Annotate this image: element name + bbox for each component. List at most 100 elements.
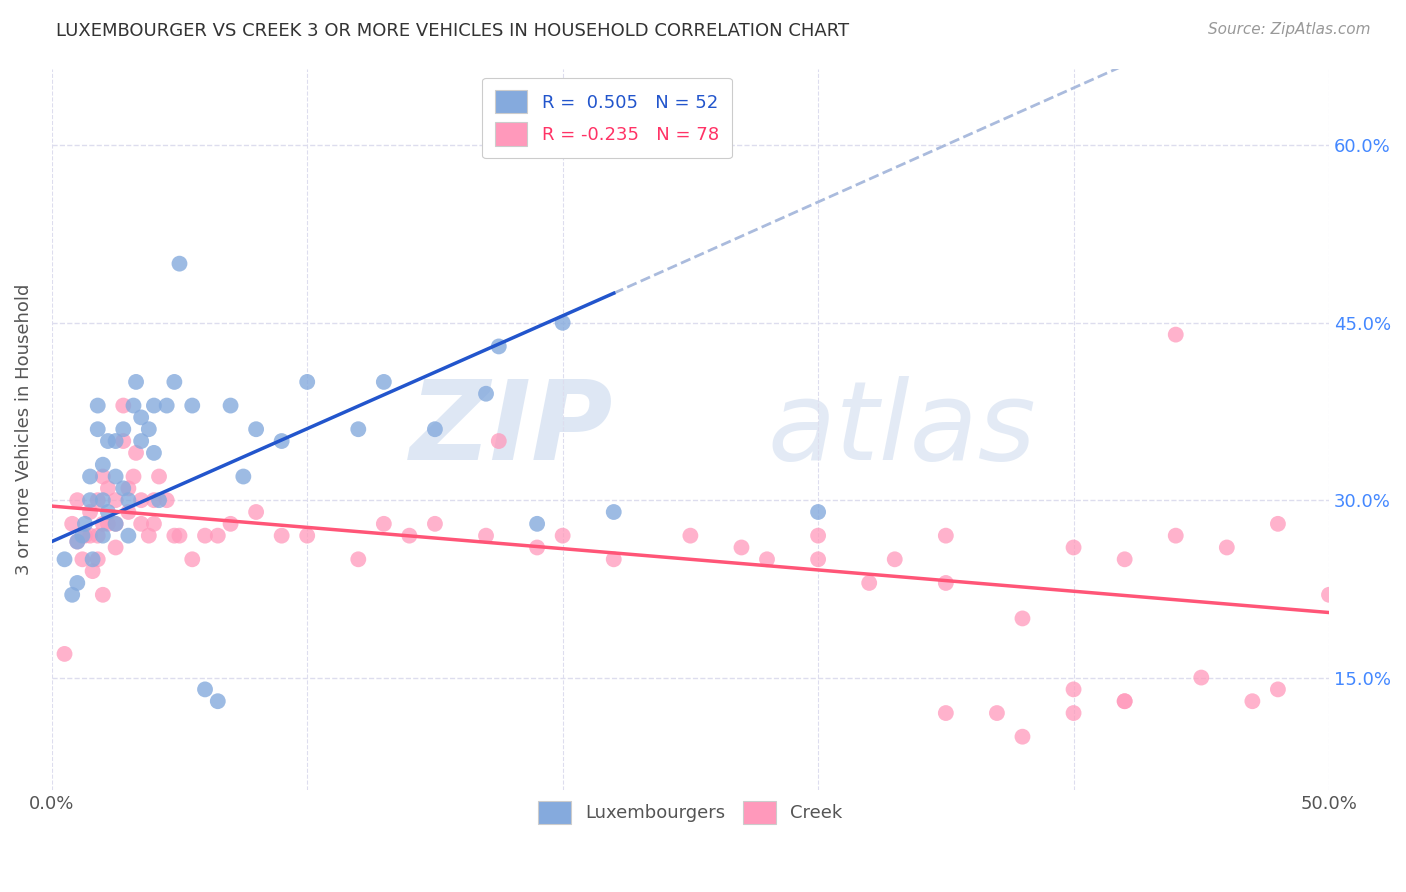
Point bbox=[72, 529, 94, 543]
Point bbox=[423, 422, 446, 436]
Point bbox=[1063, 706, 1085, 720]
Point bbox=[104, 434, 127, 448]
Point bbox=[163, 529, 186, 543]
Point bbox=[97, 516, 120, 531]
Point bbox=[112, 434, 135, 448]
Point bbox=[603, 505, 626, 519]
Point bbox=[245, 505, 267, 519]
Point bbox=[347, 552, 370, 566]
Point bbox=[1216, 541, 1239, 555]
Point bbox=[73, 529, 96, 543]
Point bbox=[66, 493, 89, 508]
Point bbox=[91, 529, 114, 543]
Point bbox=[73, 516, 96, 531]
Point bbox=[295, 529, 318, 543]
Point bbox=[232, 469, 254, 483]
Point bbox=[935, 706, 957, 720]
Point bbox=[148, 469, 170, 483]
Text: ZIP: ZIP bbox=[411, 376, 614, 483]
Point bbox=[488, 434, 510, 448]
Point bbox=[72, 552, 94, 566]
Point bbox=[125, 446, 148, 460]
Point bbox=[117, 505, 139, 519]
Point bbox=[91, 516, 114, 531]
Point bbox=[104, 493, 127, 508]
Point bbox=[142, 516, 165, 531]
Point bbox=[1241, 694, 1264, 708]
Point bbox=[1317, 588, 1340, 602]
Point bbox=[1114, 552, 1136, 566]
Point bbox=[79, 469, 101, 483]
Point bbox=[730, 541, 752, 555]
Point bbox=[97, 481, 120, 495]
Legend: Luxembourgers, Creek: Luxembourgers, Creek bbox=[527, 790, 853, 835]
Point bbox=[87, 422, 110, 436]
Point bbox=[66, 534, 89, 549]
Point bbox=[87, 529, 110, 543]
Point bbox=[270, 434, 292, 448]
Point bbox=[112, 422, 135, 436]
Point bbox=[270, 529, 292, 543]
Point bbox=[398, 529, 420, 543]
Text: LUXEMBOURGER VS CREEK 3 OR MORE VEHICLES IN HOUSEHOLD CORRELATION CHART: LUXEMBOURGER VS CREEK 3 OR MORE VEHICLES… bbox=[56, 22, 849, 40]
Point bbox=[163, 375, 186, 389]
Point bbox=[60, 516, 83, 531]
Point bbox=[475, 529, 498, 543]
Point bbox=[142, 446, 165, 460]
Point bbox=[138, 529, 160, 543]
Point bbox=[122, 399, 145, 413]
Point bbox=[551, 316, 574, 330]
Point bbox=[858, 576, 880, 591]
Point bbox=[129, 434, 152, 448]
Point bbox=[526, 541, 548, 555]
Point bbox=[66, 534, 89, 549]
Point bbox=[142, 493, 165, 508]
Point bbox=[679, 529, 702, 543]
Point bbox=[60, 588, 83, 602]
Point bbox=[181, 399, 204, 413]
Point bbox=[1267, 516, 1289, 531]
Point bbox=[245, 422, 267, 436]
Point bbox=[169, 257, 191, 271]
Point bbox=[551, 529, 574, 543]
Point bbox=[82, 564, 104, 578]
Point bbox=[104, 541, 127, 555]
Point bbox=[1189, 671, 1212, 685]
Point bbox=[488, 339, 510, 353]
Point bbox=[156, 493, 179, 508]
Point bbox=[79, 493, 101, 508]
Point bbox=[219, 516, 242, 531]
Point bbox=[87, 552, 110, 566]
Point bbox=[97, 505, 120, 519]
Point bbox=[82, 552, 104, 566]
Point bbox=[1164, 327, 1187, 342]
Y-axis label: 3 or more Vehicles in Household: 3 or more Vehicles in Household bbox=[15, 284, 32, 575]
Point bbox=[1063, 682, 1085, 697]
Point bbox=[129, 493, 152, 508]
Point bbox=[423, 516, 446, 531]
Point bbox=[104, 516, 127, 531]
Point bbox=[117, 481, 139, 495]
Point bbox=[91, 588, 114, 602]
Point bbox=[1063, 541, 1085, 555]
Point bbox=[87, 493, 110, 508]
Point bbox=[122, 469, 145, 483]
Point bbox=[97, 434, 120, 448]
Point bbox=[194, 682, 217, 697]
Point bbox=[756, 552, 779, 566]
Point bbox=[347, 422, 370, 436]
Point bbox=[156, 399, 179, 413]
Point bbox=[129, 516, 152, 531]
Point bbox=[125, 375, 148, 389]
Point bbox=[117, 529, 139, 543]
Point bbox=[807, 529, 830, 543]
Text: Source: ZipAtlas.com: Source: ZipAtlas.com bbox=[1208, 22, 1371, 37]
Point bbox=[138, 422, 160, 436]
Point bbox=[1267, 682, 1289, 697]
Point bbox=[373, 516, 395, 531]
Point bbox=[142, 399, 165, 413]
Point bbox=[207, 694, 229, 708]
Point bbox=[117, 493, 139, 508]
Point bbox=[104, 469, 127, 483]
Point bbox=[79, 505, 101, 519]
